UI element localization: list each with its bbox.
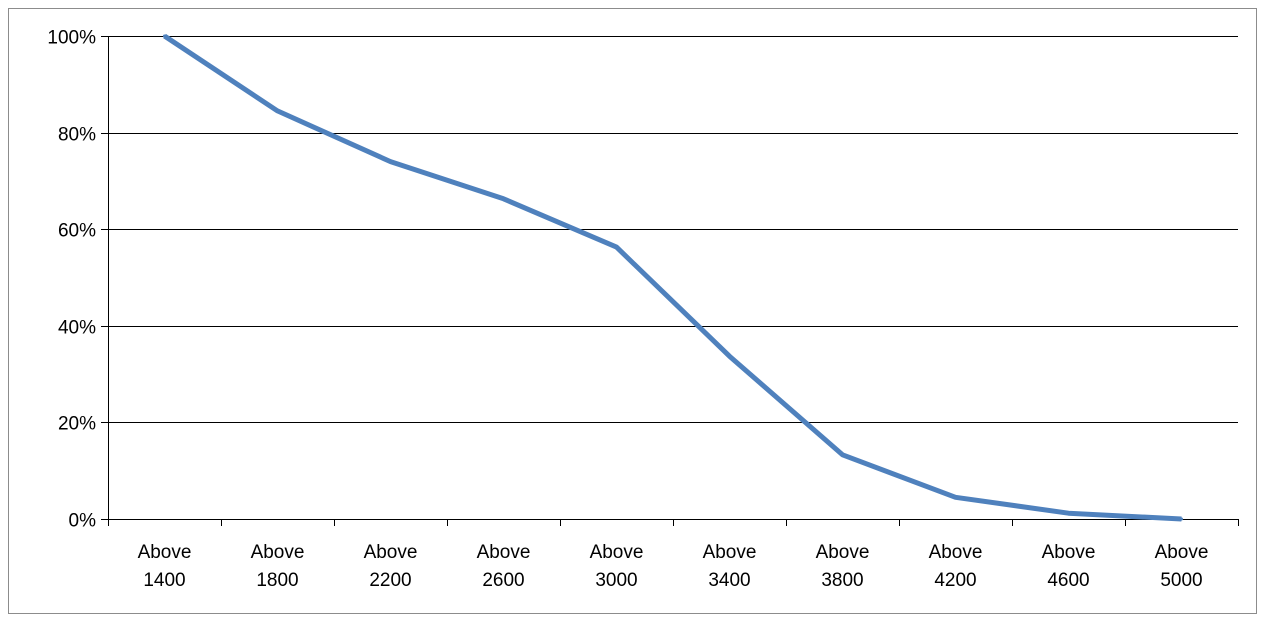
data-point: [389, 160, 392, 164]
x-tick-label-line: Above: [1155, 542, 1209, 563]
x-tick-label: Above 3400: [703, 542, 757, 591]
x-tick-label-line: Above: [364, 542, 418, 563]
x-tick-label-line: 1400: [143, 570, 185, 591]
x-tick-label-line: 1800: [256, 570, 298, 591]
x-tick-label: Above 3000: [590, 542, 644, 591]
x-tick-label: Above 5000: [1155, 542, 1209, 591]
data-point: [841, 453, 844, 457]
y-tick-label: 100%: [47, 28, 96, 49]
data-point: [728, 354, 731, 358]
x-tick-label: Above 3800: [816, 542, 870, 591]
data-point: [502, 197, 505, 201]
data-point: [615, 245, 618, 249]
x-tick-label-line: Above: [477, 542, 531, 563]
series-group: [163, 33, 1183, 522]
x-tick-label: Above 2600: [477, 542, 531, 591]
x-tick-label: Above 4200: [929, 542, 983, 591]
gridlines: [108, 36, 1238, 423]
series-line: [163, 33, 1182, 522]
y-tick-labels: 0% 20% 40% 60% 80% 100%: [47, 28, 96, 532]
y-tick-label: 20%: [58, 414, 96, 435]
data-point: [163, 34, 166, 38]
x-tick-label: Above 1800: [251, 542, 305, 591]
y-tick-label: 60%: [58, 221, 96, 242]
x-tick-label-line: Above: [816, 542, 870, 563]
x-tick-label: Above 1400: [138, 542, 192, 591]
x-tick-label-line: Above: [929, 542, 983, 563]
y-tick-label: 0%: [69, 511, 97, 532]
x-tick-label-line: Above: [251, 542, 305, 563]
axes: [101, 36, 1239, 526]
data-point: [1067, 511, 1070, 515]
x-tick-label: Above 4600: [1042, 542, 1096, 591]
chart-frame: [8, 8, 1257, 614]
x-tick-label-line: 3800: [821, 570, 863, 591]
y-tick-label: 40%: [58, 318, 96, 339]
x-tick-label-line: 4200: [934, 570, 976, 591]
x-tick-label-line: Above: [138, 542, 192, 563]
x-tick-label: Above 2200: [364, 542, 418, 591]
data-point: [276, 109, 279, 113]
x-tick-label-line: 3400: [708, 570, 750, 591]
y-tick-label: 80%: [58, 125, 96, 146]
x-tick-label-line: Above: [1042, 542, 1096, 563]
x-tick-label-line: 2200: [369, 570, 411, 591]
x-tick-label-line: Above: [590, 542, 644, 563]
x-tick-label-line: Above: [703, 542, 757, 563]
x-tick-label-line: 3000: [595, 570, 637, 591]
x-tick-label-line: 4600: [1047, 570, 1089, 591]
x-tick-label-line: 2600: [482, 570, 524, 591]
x-tick-label-line: 5000: [1160, 570, 1202, 591]
data-point: [1180, 517, 1183, 521]
data-point: [954, 495, 957, 499]
